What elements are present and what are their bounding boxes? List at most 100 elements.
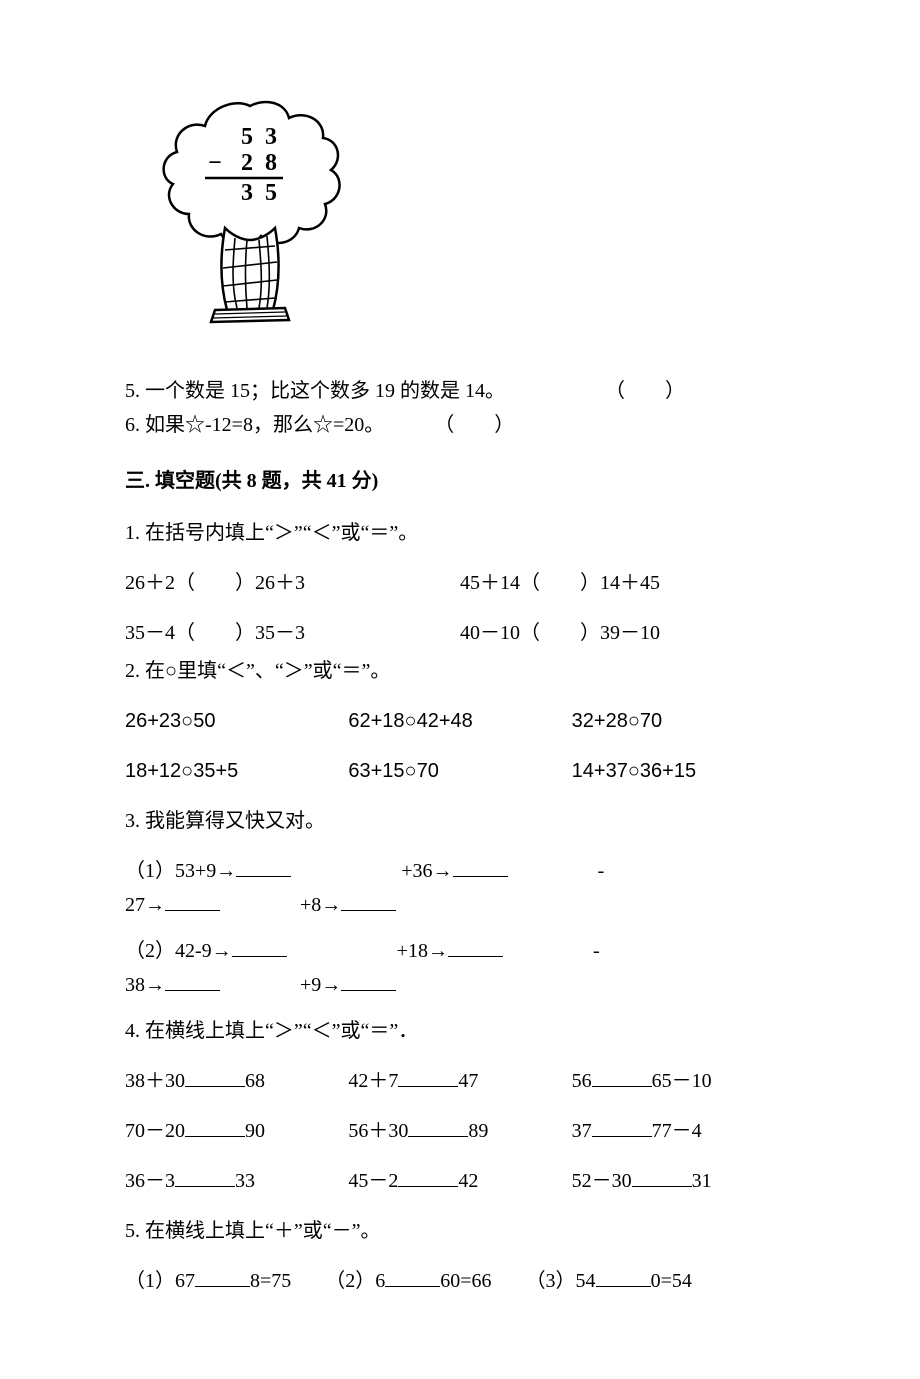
- q5-p2-l: （2）6: [325, 1270, 385, 1292]
- q4-r1c-l: 56: [572, 1070, 592, 1092]
- q4-r2b[interactable]: 56＋3089: [348, 1115, 571, 1147]
- q1-r2b[interactable]: 40－10（ ）39－10: [460, 617, 795, 649]
- tree-n-8: 8: [265, 150, 277, 176]
- q2-row2: 18+12○35+5 63+15○70 14+37○36+15: [125, 755, 795, 787]
- q4-row1: 38＋3068 42＋747 56 65－10: [125, 1065, 795, 1097]
- q5-p1[interactable]: （1）678=75: [125, 1270, 296, 1292]
- judgment-5-text: 5. 一个数是 15；比这个数多 19 的数是 14。: [125, 380, 505, 402]
- q4-r1b-r: 47: [458, 1070, 478, 1092]
- q1-row2: 35－4（ ）35－3 40－10（ ）39－10: [125, 617, 795, 649]
- q5-p1-l: （1）67: [125, 1270, 195, 1292]
- q4-stem: 4. 在横线上填上“＞”“＜”或“＝”．: [125, 1015, 795, 1047]
- q4-r3c-blank[interactable]: [632, 1166, 692, 1187]
- q4-r3a-l: 36－3: [125, 1170, 175, 1192]
- q3-p2-l1-seg3: -: [593, 940, 600, 962]
- q5-p2-r: 60=66: [440, 1270, 491, 1292]
- q5-p2[interactable]: （2）6 60=66: [325, 1270, 496, 1292]
- q3-p2-l2-seg1: 38→: [125, 974, 165, 996]
- q3-p2-b4[interactable]: [341, 970, 396, 991]
- q4-r2c-l: 37: [572, 1120, 592, 1142]
- q3-stem: 3. 我能算得又快又对。: [125, 805, 795, 837]
- judgment-6-text: 6. 如果☆-12=8，那么☆=20。: [125, 414, 384, 436]
- q3-p2-b3[interactable]: [165, 970, 220, 991]
- q2-r1a[interactable]: 26+23○50: [125, 705, 348, 737]
- q3-p2-l1-seg2: +18→: [397, 940, 448, 962]
- q3-p1-b2[interactable]: [453, 856, 508, 877]
- q4-r3c-l: 52－30: [572, 1170, 632, 1192]
- q5-row: （1）678=75 （2）6 60=66 （3）54 0=54: [125, 1265, 795, 1297]
- q2-r2b[interactable]: 63+15○70: [348, 755, 571, 787]
- q4-r1a[interactable]: 38＋3068: [125, 1065, 348, 1097]
- q4-r1c[interactable]: 56 65－10: [572, 1065, 795, 1097]
- section-3-title: 三. 填空题(共 8 题，共 41 分): [125, 465, 795, 497]
- q4-row2: 70－2090 56＋3089 37 77－4: [125, 1115, 795, 1147]
- q4-r1c-blank[interactable]: [592, 1066, 652, 1087]
- q3-p2-l2: 38→ +9→: [125, 969, 795, 1001]
- q5-p3-r: 0=54: [651, 1270, 692, 1292]
- q3-p2-b2[interactable]: [448, 936, 503, 957]
- q4-r3a[interactable]: 36－333: [125, 1165, 348, 1197]
- q4-r3b-r: 42: [458, 1170, 478, 1192]
- tree-r-5: 5: [265, 180, 277, 206]
- q4-r3b-l: 45－2: [348, 1170, 398, 1192]
- q4-r1a-blank[interactable]: [185, 1066, 245, 1087]
- q4-r1b-blank[interactable]: [398, 1066, 458, 1087]
- judgment-5-paren[interactable]: （ ）: [605, 380, 685, 402]
- q4-r2a-blank[interactable]: [185, 1116, 245, 1137]
- judgment-6-paren[interactable]: （ ）: [434, 414, 514, 436]
- q4-r2a[interactable]: 70－2090: [125, 1115, 348, 1147]
- q1-stem: 1. 在括号内填上“＞”“＜”或“＝”。: [125, 517, 795, 549]
- q5-p3-l: （3）54: [526, 1270, 596, 1292]
- q3-p1-l1-seg3: -: [598, 860, 605, 882]
- q4-row3: 36－333 45－2 42 52－30 31: [125, 1165, 795, 1197]
- q5-p2-blank[interactable]: [385, 1266, 440, 1287]
- q2-r2c[interactable]: 14+37○36+15: [572, 755, 795, 787]
- q5-stem: 5. 在横线上填上“＋”或“－”。: [125, 1215, 795, 1247]
- q3-p2-l1-seg1: （2）42-9→: [125, 940, 232, 962]
- q2-r2a[interactable]: 18+12○35+5: [125, 755, 348, 787]
- q3-p1-b1[interactable]: [236, 856, 291, 877]
- q3-p1-l2: 27→ +8→: [125, 889, 795, 921]
- q1-r1b[interactable]: 45＋14（ ）14＋45: [460, 567, 795, 599]
- tree-n-2: 2: [241, 150, 253, 176]
- q3-p2-b1[interactable]: [232, 936, 287, 957]
- q3-p1-b4[interactable]: [341, 890, 396, 911]
- q2-r1b[interactable]: 62+18○42+48: [348, 705, 571, 737]
- q3-p1-l1-seg2: +36→: [401, 860, 452, 882]
- q5-p1-blank[interactable]: [195, 1266, 250, 1287]
- q4-r2c-r: 77－4: [652, 1120, 702, 1142]
- q3-p1-l1-seg1: （1）53+9→: [125, 860, 236, 882]
- q4-r3b-blank[interactable]: [398, 1166, 458, 1187]
- q1-row1: 26＋2（ ）26＋3 45＋14（ ）14＋45: [125, 567, 795, 599]
- tree-r-3: 3: [241, 180, 253, 206]
- tree-figure: 5 3 − 2 8 3 5: [155, 100, 795, 335]
- q4-r3b[interactable]: 45－2 42: [348, 1165, 571, 1197]
- q4-r1b[interactable]: 42＋747: [348, 1065, 571, 1097]
- judgment-5: 5. 一个数是 15；比这个数多 19 的数是 14。 （ ）: [125, 375, 795, 407]
- q2-row1: 26+23○50 62+18○42+48 32+28○70: [125, 705, 795, 737]
- tree-minus: −: [208, 150, 222, 176]
- page: 5 3 − 2 8 3 5: [0, 0, 920, 1379]
- tree-svg: 5 3 − 2 8 3 5: [155, 100, 345, 325]
- q1-r2a[interactable]: 35－4（ ）35－3: [125, 617, 460, 649]
- q4-r2c-blank[interactable]: [592, 1116, 652, 1137]
- tree-n-3: 3: [265, 124, 277, 150]
- q1-r1a[interactable]: 26＋2（ ）26＋3: [125, 567, 460, 599]
- q5-p3[interactable]: （3）54 0=54: [526, 1270, 692, 1292]
- q3-p1-l2-seg1: 27→: [125, 894, 165, 916]
- q4-r2c[interactable]: 37 77－4: [572, 1115, 795, 1147]
- q4-r2b-blank[interactable]: [408, 1116, 468, 1137]
- tree-n-53: 5: [241, 124, 253, 150]
- q3-p2-l2-seg2: +9→: [300, 974, 341, 996]
- q4-r2a-l: 70－20: [125, 1120, 185, 1142]
- q3-p1-l2-seg2: +8→: [300, 894, 341, 916]
- q5-p3-blank[interactable]: [596, 1266, 651, 1287]
- q4-r3c-r: 31: [692, 1170, 712, 1192]
- q3-p1-b3[interactable]: [165, 890, 220, 911]
- q4-r3a-blank[interactable]: [175, 1166, 235, 1187]
- q3-p2-l1: （2）42-9→ +18→ -: [125, 935, 795, 967]
- q2-r1c[interactable]: 32+28○70: [572, 705, 795, 737]
- q4-r1a-r: 68: [245, 1070, 265, 1092]
- q4-r1c-r: 65－10: [652, 1070, 712, 1092]
- q4-r3c[interactable]: 52－30 31: [572, 1165, 795, 1197]
